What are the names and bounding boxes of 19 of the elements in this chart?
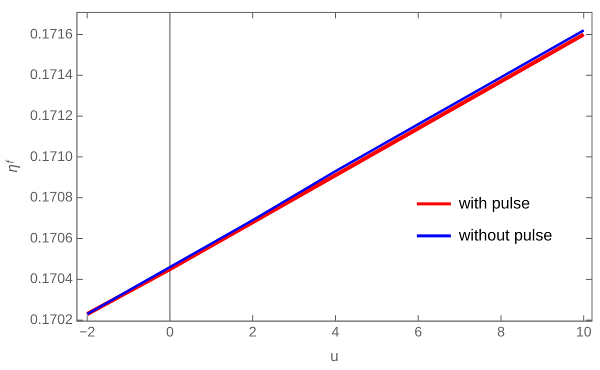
y-tick-label: 0.1702 — [30, 311, 74, 328]
y-axis-title: ηᶠ — [4, 159, 22, 173]
legend-label: without pulse — [458, 227, 552, 244]
y-tick-label: 0.1706 — [30, 229, 74, 246]
x-tick-label: 8 — [497, 323, 506, 340]
x-tick-label: 10 — [576, 323, 592, 340]
y-tick-label: 0.1708 — [30, 188, 74, 205]
x-tick-label: 4 — [332, 323, 340, 340]
y-tick-label: 0.1710 — [30, 148, 74, 164]
x-tick-label: −2 — [79, 323, 96, 340]
x-tick-label: 0 — [166, 323, 174, 340]
y-tick-label: 0.1714 — [30, 66, 74, 82]
y-tick-label: 0.1704 — [30, 270, 74, 286]
x-axis-title: u — [330, 348, 339, 366]
x-tick-label: 2 — [248, 323, 257, 340]
y-tick-label: 0.1712 — [30, 106, 74, 123]
legend-label: with pulse — [458, 195, 530, 212]
x-tick-label: 6 — [414, 323, 422, 340]
y-tick-label: 0.1716 — [30, 25, 74, 42]
